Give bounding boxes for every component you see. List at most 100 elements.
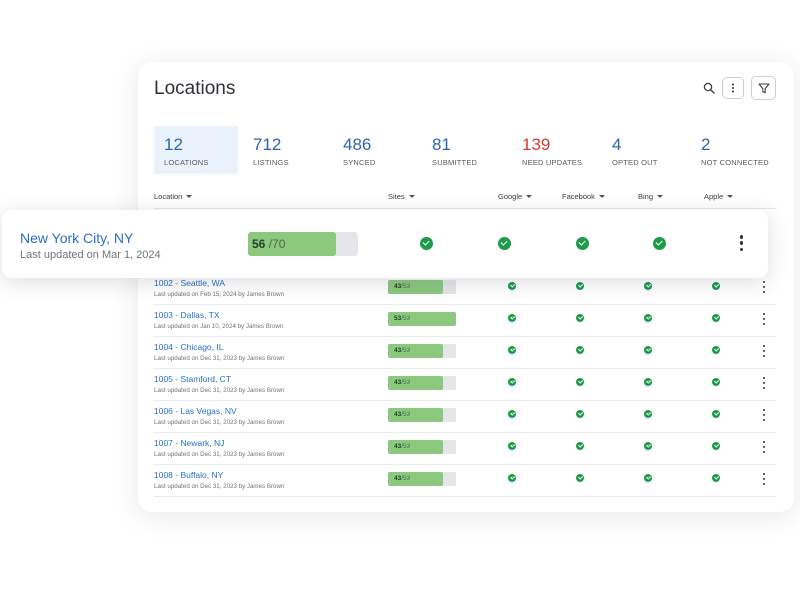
stat-need-updates[interactable]: 139 NEED UPDATES — [512, 126, 596, 174]
location-name[interactable]: 1004 - Chicago, IL — [154, 342, 224, 352]
table-row[interactable]: 1005 - Stamford, CT Last updated on Dec 3… — [154, 369, 776, 401]
stat-label: LISTINGS — [253, 158, 289, 167]
stat-value: 4 — [612, 135, 622, 154]
check-circle-icon — [576, 378, 584, 386]
check-circle-icon — [712, 314, 720, 322]
row-menu-button[interactable] — [762, 313, 766, 325]
check-circle-icon — [576, 410, 584, 418]
sites-progress-bar: 53/53 — [388, 312, 456, 326]
sites-progress-fill — [388, 312, 456, 326]
column-header-location[interactable]: Location — [154, 192, 193, 201]
check-circle-icon — [712, 442, 720, 450]
stat-label: NOT CONNECTED — [701, 158, 769, 167]
row-menu-button[interactable] — [762, 377, 766, 389]
location-name[interactable]: New York City, NY — [20, 230, 134, 246]
stat-submitted[interactable]: 81 SUBMITTED — [422, 126, 506, 174]
sites-progress-bar: 43/53 — [388, 280, 456, 294]
check-circle-icon — [644, 378, 652, 386]
column-header-apple[interactable]: Apple — [704, 192, 734, 201]
check-circle-icon — [576, 237, 589, 250]
table-row[interactable]: 1003 - Dallas, TX Last updated on Jan 10,… — [154, 305, 776, 337]
check-circle-icon — [508, 282, 516, 290]
sites-total-count: /53 — [401, 443, 411, 450]
table-row[interactable]: 1002 - Seattle, WA Last updated on Feb 15… — [154, 273, 776, 305]
check-circle-icon — [712, 410, 720, 418]
check-circle-icon — [644, 410, 652, 418]
sites-total-count: /70 — [268, 237, 286, 251]
row-menu-button[interactable] — [762, 281, 766, 293]
row-menu-button[interactable] — [762, 473, 766, 485]
last-updated: Last updated on Dec 31, 2023 by James Br… — [154, 387, 285, 394]
row-menu-button[interactable] — [762, 345, 766, 357]
sites-progress-bar: 43/53 — [388, 440, 456, 454]
table-row[interactable]: 1004 - Chicago, IL Last updated on Dec 31… — [154, 337, 776, 369]
stat-value: 486 — [343, 135, 372, 154]
stat-label: NEED UPDATES — [522, 158, 583, 167]
check-circle-icon — [712, 474, 720, 482]
row-menu-button[interactable] — [762, 409, 766, 421]
stat-label: SUBMITTED — [432, 158, 478, 167]
table-row[interactable]: 1006 - Las Vegas, NV Last updated on Dec … — [154, 401, 776, 433]
column-header-sites[interactable]: Sites — [388, 192, 415, 201]
column-header-google[interactable]: Google — [498, 192, 533, 201]
check-circle-icon — [508, 314, 516, 322]
sites-total-count: /53 — [401, 347, 411, 354]
location-name[interactable]: 1005 - Stamford, CT — [154, 374, 232, 384]
stat-synced[interactable]: 486 SYNCED — [333, 126, 417, 174]
last-updated: Last updated on Dec 31, 2023 by James Br… — [154, 419, 285, 426]
sites-synced-count: 43 — [394, 379, 402, 386]
sites-progress-fill — [388, 344, 444, 358]
stat-label: OPTED OUT — [612, 158, 658, 167]
sites-total-count: /53 — [401, 411, 411, 418]
last-updated: Last updated on Mar 1, 2024 — [20, 249, 161, 261]
caret-down-icon — [526, 195, 533, 198]
row-menu-button[interactable] — [762, 441, 766, 453]
stat-locations[interactable]: 12 LOCATIONS — [154, 126, 238, 174]
sites-progress-fill — [388, 408, 444, 422]
caret-down-icon — [657, 195, 664, 198]
stat-value: 81 — [432, 135, 451, 154]
more-vertical-icon — [732, 83, 734, 93]
stat-opted-out[interactable]: 4 OPTED OUT — [602, 126, 686, 174]
check-circle-icon — [508, 474, 516, 482]
caret-down-icon — [598, 195, 605, 198]
check-circle-icon — [508, 442, 516, 450]
sites-progress-bar: 43/53 — [388, 408, 456, 422]
stat-value: 12 — [164, 135, 183, 154]
check-circle-icon — [576, 474, 584, 482]
last-updated: Last updated on Feb 15, 2024 by James Br… — [154, 291, 285, 298]
check-circle-icon — [644, 314, 652, 322]
page-title: Locations — [154, 78, 236, 99]
check-circle-icon — [712, 282, 720, 290]
sites-synced-count: 43 — [394, 411, 402, 418]
location-name[interactable]: 1002 - Seattle, WA — [154, 278, 226, 288]
check-circle-icon — [653, 237, 666, 250]
table-row[interactable]: 1007 - Newark, NJ Last updated on Dec 31,… — [154, 433, 776, 465]
location-name[interactable]: 1008 - Buffalo, NY — [154, 470, 224, 480]
search-button[interactable] — [698, 77, 720, 99]
column-header-bing[interactable]: Bing — [638, 192, 664, 201]
stat-listings[interactable]: 712 LISTINGS — [243, 126, 327, 174]
sites-total-count: /53 — [401, 475, 411, 482]
filter-button[interactable] — [751, 76, 776, 100]
search-icon — [703, 82, 715, 94]
sites-synced-count: 43 — [394, 347, 402, 354]
sites-progress-bar: 43/53 — [388, 472, 456, 486]
check-circle-icon — [576, 442, 584, 450]
column-header-facebook[interactable]: Facebook — [562, 192, 605, 201]
location-name[interactable]: 1003 - Dallas, TX — [154, 310, 220, 320]
sites-progress-bar: 43/53 — [388, 376, 456, 390]
sites-synced-count: 43 — [394, 475, 402, 482]
last-updated: Last updated on Jan 10, 2024 by James Br… — [154, 323, 284, 330]
sites-total-count: /53 — [401, 379, 411, 386]
highlighted-location-row[interactable]: New York City, NY Last updated on Mar 1,… — [2, 210, 768, 278]
more-options-button[interactable] — [722, 77, 744, 99]
check-circle-icon — [498, 237, 511, 250]
stat-not-connected[interactable]: 2 NOT CONNECTED — [691, 126, 781, 174]
stat-label: LOCATIONS — [164, 158, 209, 167]
sites-synced-count: 43 — [394, 283, 402, 290]
table-row[interactable]: 1008 - Buffalo, NY Last updated on Dec 31… — [154, 465, 776, 497]
row-menu-button[interactable] — [739, 235, 744, 251]
location-name[interactable]: 1006 - Las Vegas, NV — [154, 406, 237, 416]
location-name[interactable]: 1007 - Newark, NJ — [154, 438, 225, 448]
